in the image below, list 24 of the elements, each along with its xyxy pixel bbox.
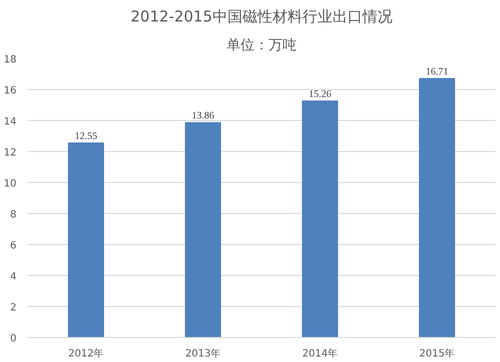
y-tick-label: 4 [10,272,17,282]
bar [418,78,456,338]
y-tick-label: 14 [4,116,17,128]
y-tick-label: 16 [4,86,17,96]
y-tick-label: 12 [4,148,17,158]
bar [184,122,222,338]
x-tick-label: 2015年 [419,348,455,360]
data-label: 12.55 [74,130,98,142]
y-tick-label: 6 [10,240,17,252]
y-tick-label: 8 [10,210,17,220]
y-tick-label: 10 [4,178,17,190]
x-tick-label: 2013年 [185,348,221,360]
data-label: 13.86 [192,110,214,122]
data-label: 16.71 [426,66,448,78]
y-tick-label: 0 [10,334,17,344]
bar [68,142,104,338]
chart-title: 2012-2015中国磁性材料行业出口情况 [130,8,392,26]
y-tick-label: 2 [10,302,17,314]
y-tick-label: 18 [4,54,17,66]
bar [302,100,338,338]
x-tick-label: 2014年 [302,348,338,360]
data-label: 15.26 [308,88,332,100]
chart-subtitle: 单位：万吨 [226,38,296,54]
x-tick-label: 2012年 [68,348,104,360]
